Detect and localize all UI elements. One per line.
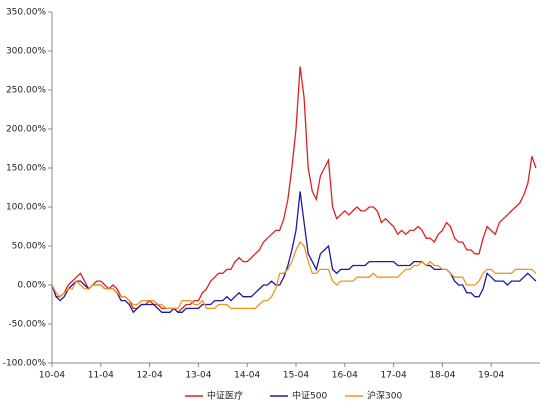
legend-label: 沪深300 [367, 390, 402, 402]
series-line [51, 66, 537, 314]
y-tick-label: 200.00% [6, 125, 46, 135]
x-tick-label: 11-04 [88, 371, 114, 381]
y-tick-label: 300.00% [6, 47, 46, 57]
y-tick-label: -50.00% [8, 320, 46, 330]
y-tick-label: 100.00% [6, 203, 46, 213]
series-line [51, 241, 537, 310]
x-tick-label: 13-04 [185, 371, 211, 381]
x-tick-label: 14-04 [234, 371, 260, 381]
x-tick-label: 16-04 [332, 371, 358, 381]
series-line [51, 191, 537, 314]
y-tick-label: 150.00% [6, 164, 46, 174]
x-tick-label: 17-04 [381, 371, 407, 381]
y-tick-label: 50.00% [12, 242, 47, 252]
x-tick-label: 15-04 [283, 371, 309, 381]
y-tick-label: -100.00% [3, 359, 47, 369]
x-tick-label: 12-04 [137, 371, 163, 381]
x-tick-label: 10-04 [39, 371, 65, 381]
y-tick-label: 350.00% [6, 8, 46, 18]
legend-label: 中证500 [292, 390, 327, 402]
x-tick-label: 18-04 [429, 371, 455, 381]
x-tick-label: 19-04 [478, 371, 504, 381]
y-tick-label: 0.00% [17, 281, 46, 291]
y-tick-label: 250.00% [6, 86, 46, 96]
legend-label: 中证医疗 [207, 390, 243, 402]
